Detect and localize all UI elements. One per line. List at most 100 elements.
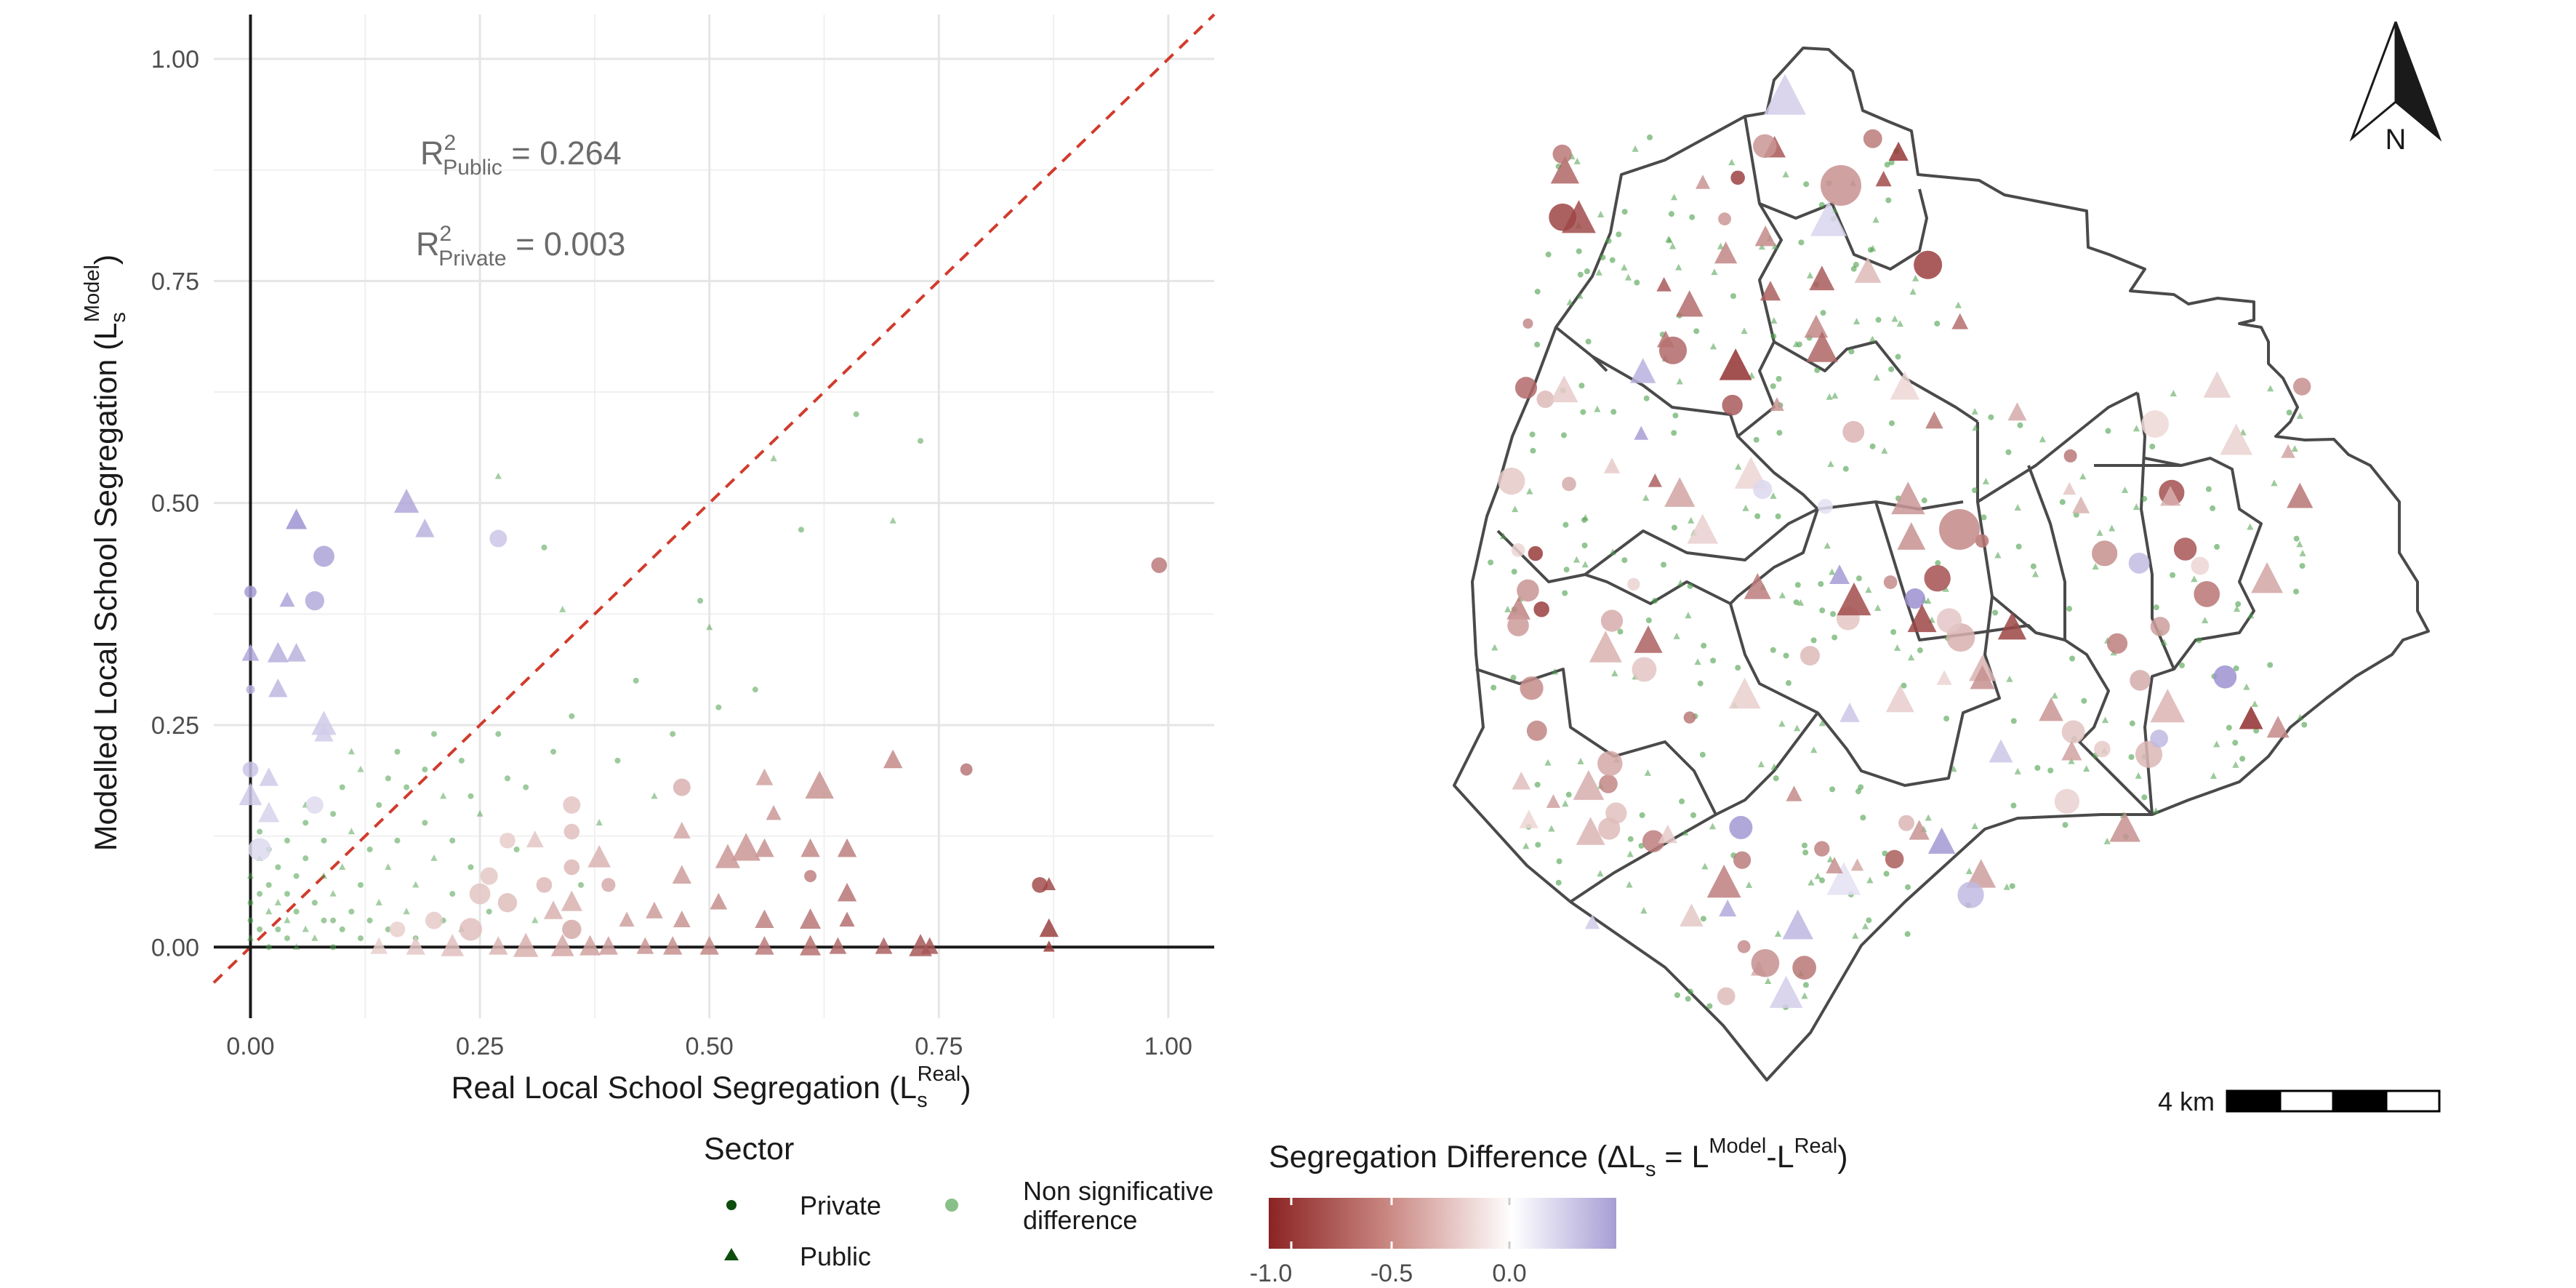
map-nonsig-marker bbox=[1535, 841, 1541, 848]
data-point bbox=[883, 749, 903, 769]
map-nonsig-marker bbox=[1860, 815, 1866, 821]
map-nonsig-marker bbox=[1765, 977, 1772, 984]
nonsig-point bbox=[348, 828, 355, 835]
data-point bbox=[1042, 877, 1056, 891]
map-nonsig-marker bbox=[1826, 393, 1833, 400]
x-axis-label: Real Local School Segregation (LsReal) bbox=[451, 1063, 971, 1112]
data-point bbox=[755, 936, 774, 955]
map-nonsig-marker bbox=[1873, 374, 1880, 381]
map-nonsig-marker bbox=[1672, 412, 1679, 419]
nonsig-point bbox=[302, 855, 309, 862]
data-point bbox=[563, 859, 580, 876]
data-point bbox=[1151, 557, 1168, 573]
map-nonsig-marker bbox=[1942, 585, 1949, 592]
data-point bbox=[469, 883, 491, 905]
map-nonsig-marker bbox=[1511, 569, 1517, 575]
map-nonsig-marker bbox=[2149, 443, 2156, 449]
data-point bbox=[313, 545, 334, 567]
map-nonsig-marker bbox=[2006, 675, 2013, 682]
map-school-marker bbox=[1597, 751, 1623, 777]
nonsig-point bbox=[531, 916, 539, 924]
map-nonsig-marker bbox=[2232, 761, 2239, 768]
data-point bbox=[579, 935, 601, 956]
map-school-marker bbox=[1936, 670, 1952, 685]
map-school-marker bbox=[1842, 420, 1865, 443]
public-legend-label: Public bbox=[800, 1241, 871, 1271]
map-nonsig-marker bbox=[1778, 720, 1786, 727]
data-point bbox=[389, 921, 406, 937]
nonsig-point bbox=[458, 757, 465, 764]
map-school-marker bbox=[1837, 582, 1871, 616]
map-nonsig-marker bbox=[2103, 837, 2111, 844]
map-nonsig-marker bbox=[1842, 465, 1849, 472]
map-nonsig-marker bbox=[1861, 922, 1869, 929]
data-point bbox=[305, 796, 324, 814]
map-school-marker bbox=[1550, 156, 1580, 184]
colorbar-tick-label: -0.5 bbox=[1371, 1260, 1413, 1287]
map-nonsig-marker bbox=[1565, 791, 1572, 798]
map-nonsig-marker bbox=[1700, 916, 1706, 922]
nonsig-point bbox=[430, 854, 438, 861]
map-nonsig-marker bbox=[1609, 257, 1616, 263]
map-school-marker bbox=[1552, 144, 1572, 164]
map-nonsig-marker bbox=[1643, 395, 1650, 401]
map-school-marker bbox=[1826, 857, 1843, 873]
map-nonsig-marker bbox=[1582, 513, 1589, 521]
nonsig-point bbox=[321, 917, 327, 924]
map-nonsig-marker bbox=[1742, 504, 1749, 511]
map-nonsig-marker bbox=[1895, 353, 1901, 360]
map-school-marker bbox=[1675, 290, 1704, 317]
map-nonsig-marker bbox=[2005, 449, 2012, 455]
nonsig-point bbox=[798, 527, 804, 533]
data-point bbox=[636, 937, 654, 954]
data-point bbox=[800, 908, 822, 929]
nonsig-point bbox=[284, 837, 290, 844]
map-nonsig-marker bbox=[2296, 540, 2303, 548]
map-nonsig-marker bbox=[1626, 850, 1634, 857]
data-point bbox=[563, 796, 581, 814]
data-point bbox=[480, 867, 498, 885]
map-nonsig-marker bbox=[1560, 432, 1567, 439]
nonsig-point bbox=[257, 828, 263, 835]
map-nonsig-marker bbox=[1818, 580, 1824, 587]
map-nonsig-marker bbox=[2251, 700, 2258, 708]
map-nonsig-marker bbox=[1971, 823, 1978, 829]
map-nonsig-marker bbox=[1544, 759, 1552, 766]
x-tick-label: 1.00 bbox=[1144, 1033, 1192, 1060]
map-school-marker bbox=[1854, 257, 1882, 283]
difference-colorbar bbox=[1269, 1198, 1616, 1249]
map-school-markers bbox=[1488, 73, 2314, 1010]
map-nonsig-marker bbox=[1888, 366, 1895, 372]
map-nonsig-marker bbox=[1911, 274, 1919, 281]
map-school-marker bbox=[2063, 481, 2077, 495]
map-nonsig-marker bbox=[2153, 604, 2159, 611]
map-nonsig-marker bbox=[2132, 425, 2140, 432]
map-school-marker bbox=[2106, 633, 2128, 654]
north-label: N bbox=[2386, 124, 2407, 156]
data-point bbox=[829, 937, 847, 954]
map-nonsig-marker bbox=[1576, 292, 1584, 299]
data-point bbox=[800, 935, 822, 956]
nonsig-point bbox=[385, 775, 391, 782]
map-nonsig-marker bbox=[2214, 543, 2220, 550]
map-nonsig-marker bbox=[1609, 548, 1616, 556]
nonsig-point bbox=[375, 898, 382, 905]
map-school-marker bbox=[2054, 788, 2080, 815]
map-nonsig-marker bbox=[1500, 532, 1507, 540]
map-school-marker bbox=[1648, 473, 1662, 487]
map-nonsig-marker bbox=[1728, 159, 1736, 166]
map-nonsig-marker bbox=[1907, 654, 1915, 661]
map-nonsig-marker bbox=[1905, 884, 1911, 890]
nonsig-point bbox=[366, 846, 373, 852]
map-nonsig-marker bbox=[2267, 662, 2274, 668]
nonsig-point bbox=[275, 926, 281, 932]
map-nonsig-marker bbox=[1488, 559, 1494, 566]
map-nonsig-marker bbox=[1701, 642, 1707, 649]
map-nonsig-marker bbox=[1735, 463, 1742, 470]
nonsig-point bbox=[412, 881, 420, 888]
grid-lines bbox=[214, 15, 1214, 1018]
nonsig-point bbox=[422, 820, 428, 826]
map-school-marker bbox=[2063, 449, 2077, 463]
map-school-marker bbox=[1850, 858, 1864, 871]
map-nonsig-marker bbox=[1735, 665, 1741, 671]
